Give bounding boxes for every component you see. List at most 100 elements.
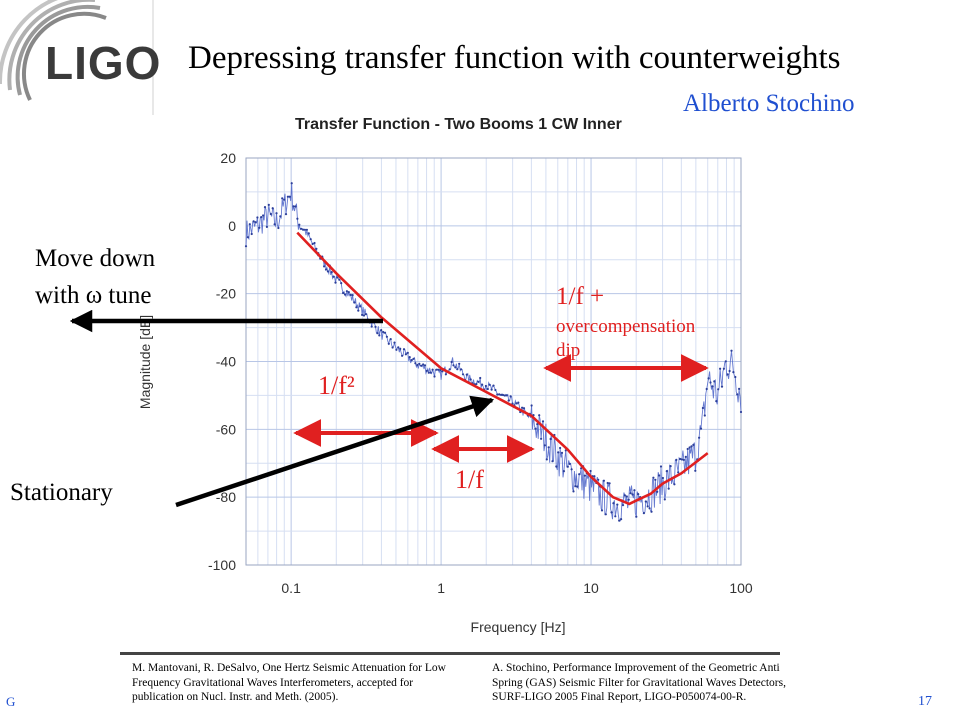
measured-point xyxy=(389,338,392,341)
measured-point xyxy=(477,380,480,383)
measured-point xyxy=(315,247,318,250)
measured-point xyxy=(488,383,491,386)
measured-point xyxy=(404,353,407,356)
measured-point xyxy=(461,373,465,376)
measured-point xyxy=(644,500,647,503)
slide-number: 17 xyxy=(918,694,932,709)
measured-point xyxy=(397,346,400,349)
measured-point xyxy=(576,485,579,488)
y-tick-label: -80 xyxy=(216,489,236,505)
label-move-down-line2: with ω tune xyxy=(35,282,151,309)
plot-frame xyxy=(245,157,742,566)
measured-point xyxy=(610,511,613,514)
measured-point xyxy=(711,385,714,388)
arrow-stationary xyxy=(175,395,495,508)
measured-point xyxy=(410,359,413,362)
measured-point xyxy=(635,515,638,518)
measured-point xyxy=(498,393,501,396)
measured-point xyxy=(313,241,316,245)
measured-point xyxy=(612,502,615,505)
measured-point xyxy=(682,458,686,461)
measured-point xyxy=(530,404,533,407)
measured-point xyxy=(340,282,343,285)
measured-point xyxy=(361,313,364,316)
label-1-over-f: 1/f xyxy=(455,465,484,494)
measured-point xyxy=(572,490,575,493)
measured-point xyxy=(383,331,387,334)
measured-point xyxy=(460,368,463,371)
measured-point xyxy=(284,213,288,216)
measured-point xyxy=(370,325,373,328)
measured-point xyxy=(292,205,295,208)
measured-point xyxy=(522,407,526,410)
measured-point xyxy=(414,362,417,365)
measured-point xyxy=(311,242,314,246)
measured-point xyxy=(380,329,383,332)
y-tick-label: -100 xyxy=(208,557,236,573)
x-tick-label: 100 xyxy=(729,580,753,596)
measured-point xyxy=(456,368,459,371)
measured-point xyxy=(269,212,272,216)
measured-point xyxy=(263,206,267,209)
measured-point xyxy=(427,371,430,374)
measured-point xyxy=(326,270,329,273)
measured-point xyxy=(402,348,406,351)
measured-point xyxy=(454,366,457,369)
measured-point xyxy=(589,469,592,473)
measured-point xyxy=(534,427,537,430)
measured-point xyxy=(244,245,248,248)
measured-point xyxy=(279,215,282,218)
measured-point xyxy=(486,387,489,391)
measured-point xyxy=(355,306,358,309)
measured-point xyxy=(256,216,259,219)
references: M. Mantovani, R. DeSalvo, One Hertz Seis… xyxy=(120,652,786,723)
measured-point xyxy=(602,479,606,482)
measured-point xyxy=(305,228,308,231)
measured-point xyxy=(656,490,659,493)
measured-point xyxy=(435,368,438,371)
fit-series xyxy=(296,231,709,506)
measured-point xyxy=(658,474,661,477)
measured-point xyxy=(659,465,663,468)
measured-point xyxy=(406,351,409,354)
logo-text: LIGO xyxy=(45,37,162,89)
measured-point xyxy=(246,236,249,239)
measured-point xyxy=(629,492,632,495)
measured-point xyxy=(614,515,617,518)
measured-point xyxy=(378,334,381,337)
measured-point xyxy=(559,446,562,450)
label-1-over-f2: 1/f² xyxy=(318,371,355,400)
measured-point xyxy=(494,388,497,392)
y-axis-label: Magnitude [dB] xyxy=(137,315,153,409)
label-stationary: Stationary xyxy=(10,479,113,506)
measured-point xyxy=(262,214,265,217)
measured-point xyxy=(736,393,739,396)
footer-left-text: G xyxy=(6,694,16,709)
measured-point xyxy=(701,406,705,410)
reference-mantovani: M. Mantovani, R. DeSalvo, One Hertz Seis… xyxy=(132,662,446,703)
measured-point xyxy=(505,394,508,397)
measured-point xyxy=(437,368,440,371)
measured-point xyxy=(450,360,453,364)
measured-point xyxy=(608,482,611,485)
measured-point xyxy=(332,275,335,278)
measured-point xyxy=(479,376,482,380)
measured-point xyxy=(286,195,289,198)
measured-point xyxy=(650,510,653,513)
measured-point xyxy=(625,495,628,498)
measured-point xyxy=(281,197,284,200)
measured-point xyxy=(688,446,691,449)
measured-point xyxy=(699,427,703,430)
measured-point xyxy=(408,356,411,359)
measured-point xyxy=(275,212,278,215)
measured-point xyxy=(686,447,689,451)
measured-point xyxy=(302,228,305,231)
measured-point xyxy=(271,207,274,210)
measured-point xyxy=(422,363,425,366)
x-axis-label: Frequency [Hz] xyxy=(471,619,566,635)
measured-point xyxy=(637,493,640,496)
measured-point xyxy=(475,382,478,386)
y-tick-label: 20 xyxy=(220,150,236,166)
measured-point xyxy=(545,458,548,461)
measured-point xyxy=(661,476,665,480)
